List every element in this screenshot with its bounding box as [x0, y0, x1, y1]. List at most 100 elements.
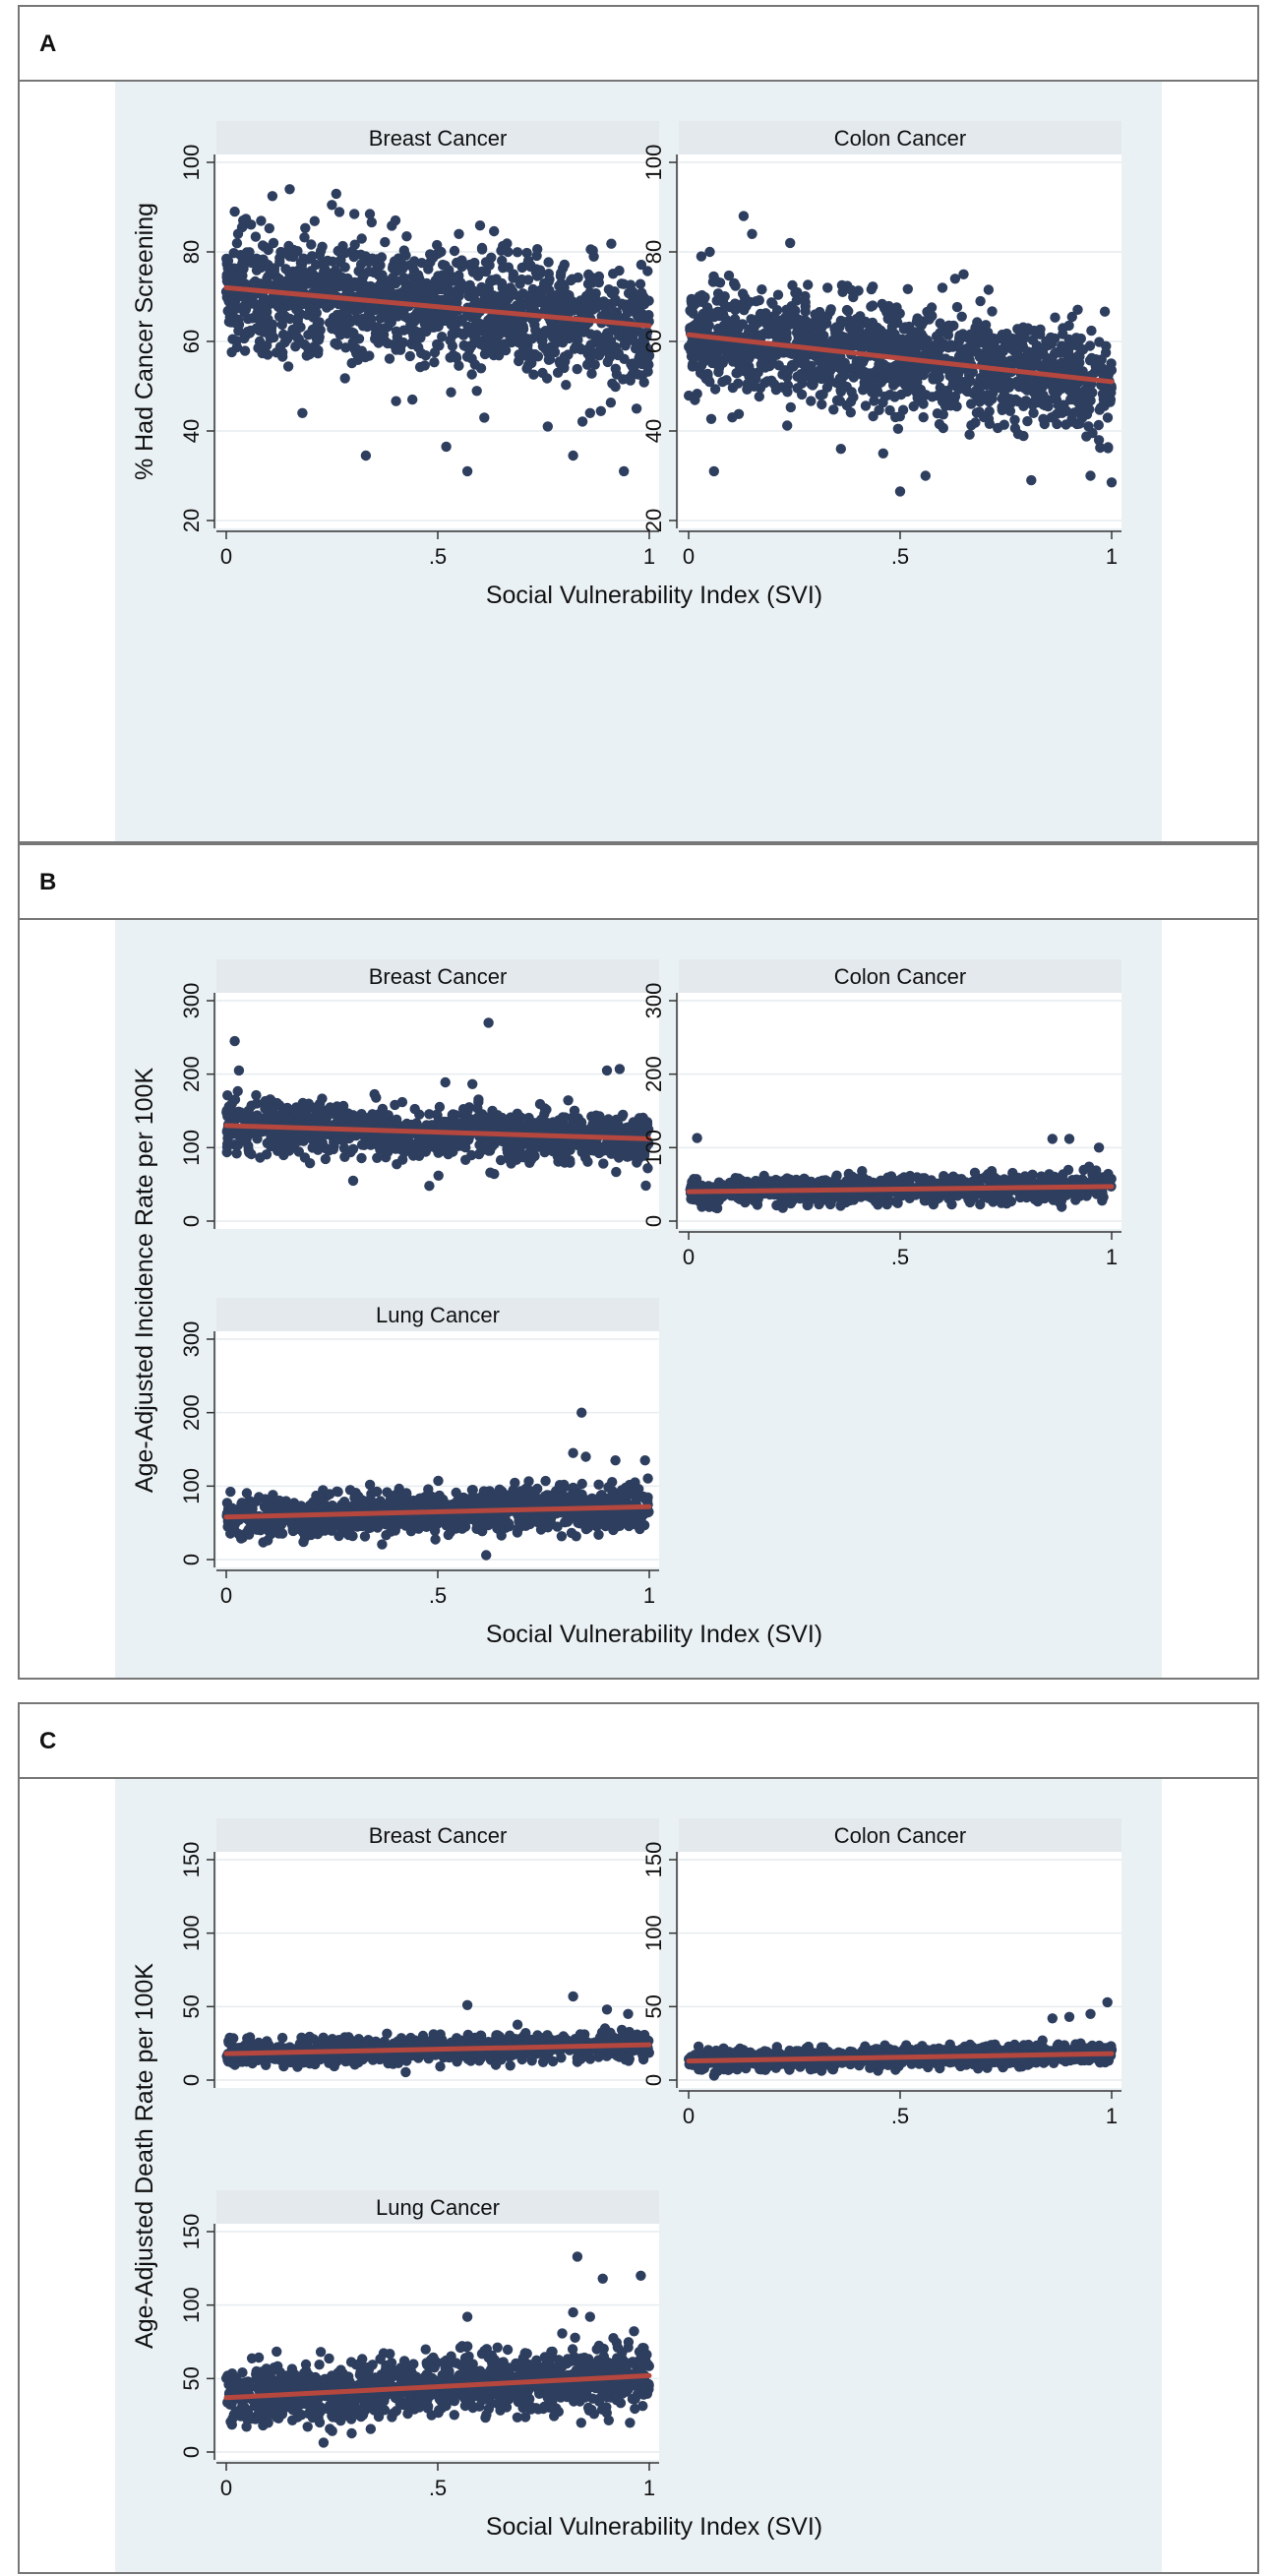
data-point — [416, 347, 427, 359]
data-point — [753, 367, 763, 378]
data-point — [733, 378, 744, 389]
data-point — [255, 1152, 266, 1163]
data-point — [779, 365, 791, 376]
data-point — [356, 1109, 367, 1120]
data-point — [567, 274, 577, 284]
data-point — [495, 297, 507, 308]
data-point — [538, 329, 550, 340]
data-point — [585, 1125, 596, 1136]
data-point — [1018, 400, 1029, 411]
data-point — [325, 1102, 335, 1113]
data-point — [704, 376, 715, 388]
data-point — [451, 1117, 461, 1129]
data-point — [449, 1133, 459, 1144]
data-point — [406, 1143, 417, 1154]
data-point — [394, 1135, 405, 1146]
data-point — [606, 238, 617, 249]
data-point — [237, 301, 249, 313]
data-point — [1085, 470, 1096, 481]
data-point — [1040, 399, 1051, 411]
data-point — [589, 359, 600, 370]
data-point — [922, 1190, 933, 1200]
data-point — [496, 322, 507, 334]
data-point — [384, 1133, 394, 1144]
data-point — [619, 465, 630, 477]
data-point — [388, 339, 399, 350]
data-point — [1099, 306, 1111, 317]
data-point — [525, 261, 536, 273]
data-point — [534, 1098, 546, 1110]
data-point — [362, 321, 373, 333]
data-point — [958, 269, 969, 279]
data-point — [1058, 1169, 1068, 1180]
data-point — [597, 296, 608, 308]
data-point — [714, 277, 726, 288]
data-point — [255, 279, 266, 290]
data-point — [280, 264, 291, 275]
data-point — [475, 338, 486, 349]
data-point — [636, 259, 647, 271]
data-point — [433, 1170, 444, 1181]
data-point — [790, 287, 801, 298]
data-point — [384, 353, 395, 364]
data-point — [983, 284, 995, 295]
data-point — [505, 1145, 515, 1156]
data-point — [358, 286, 370, 297]
data-point — [1024, 1175, 1036, 1186]
data-point — [574, 302, 584, 313]
data-point — [330, 337, 340, 349]
data-point — [433, 271, 444, 281]
data-point — [348, 1130, 359, 1141]
data-point — [475, 363, 487, 374]
data-point — [229, 1035, 240, 1047]
data-point — [441, 441, 452, 453]
data-point — [636, 370, 648, 381]
data-point — [978, 411, 990, 423]
y-tick-label: 60 — [641, 330, 666, 353]
data-point — [463, 344, 475, 355]
data-point — [299, 232, 310, 243]
data-point — [556, 268, 567, 278]
data-point — [1102, 412, 1114, 423]
data-point — [461, 465, 473, 477]
data-point — [609, 1145, 620, 1156]
data-point — [938, 326, 948, 337]
data-point — [617, 1111, 628, 1122]
y-tick-label: 300 — [179, 983, 204, 1019]
data-point — [1074, 1191, 1086, 1201]
data-point — [401, 231, 412, 242]
y-tick-label: 200 — [179, 1394, 204, 1431]
data-point — [979, 377, 990, 388]
data-point — [867, 317, 878, 329]
data-point — [696, 251, 707, 262]
data-point — [293, 268, 304, 278]
data-point — [916, 329, 927, 339]
data-point — [1104, 1176, 1115, 1187]
data-point — [635, 278, 646, 289]
data-point — [303, 1098, 314, 1109]
data-point — [1047, 1134, 1058, 1144]
data-point — [265, 1128, 276, 1138]
data-point — [528, 369, 539, 380]
data-point — [515, 298, 526, 310]
data-point — [562, 306, 573, 317]
data-point — [631, 403, 642, 414]
data-point — [615, 1127, 626, 1138]
data-point — [331, 1109, 341, 1121]
data-point — [226, 346, 237, 358]
data-point — [377, 270, 388, 280]
data-point — [800, 290, 811, 302]
data-point — [1053, 399, 1063, 410]
data-point — [754, 295, 764, 306]
data-point — [630, 1139, 640, 1151]
data-point — [587, 273, 598, 283]
data-point — [834, 396, 846, 406]
data-point — [588, 251, 599, 262]
data-point — [1044, 1176, 1055, 1187]
data-point — [486, 334, 498, 344]
data-point — [363, 301, 374, 313]
data-point — [920, 470, 931, 481]
data-point — [257, 347, 268, 359]
data-point — [745, 1192, 757, 1203]
data-point — [721, 314, 732, 326]
